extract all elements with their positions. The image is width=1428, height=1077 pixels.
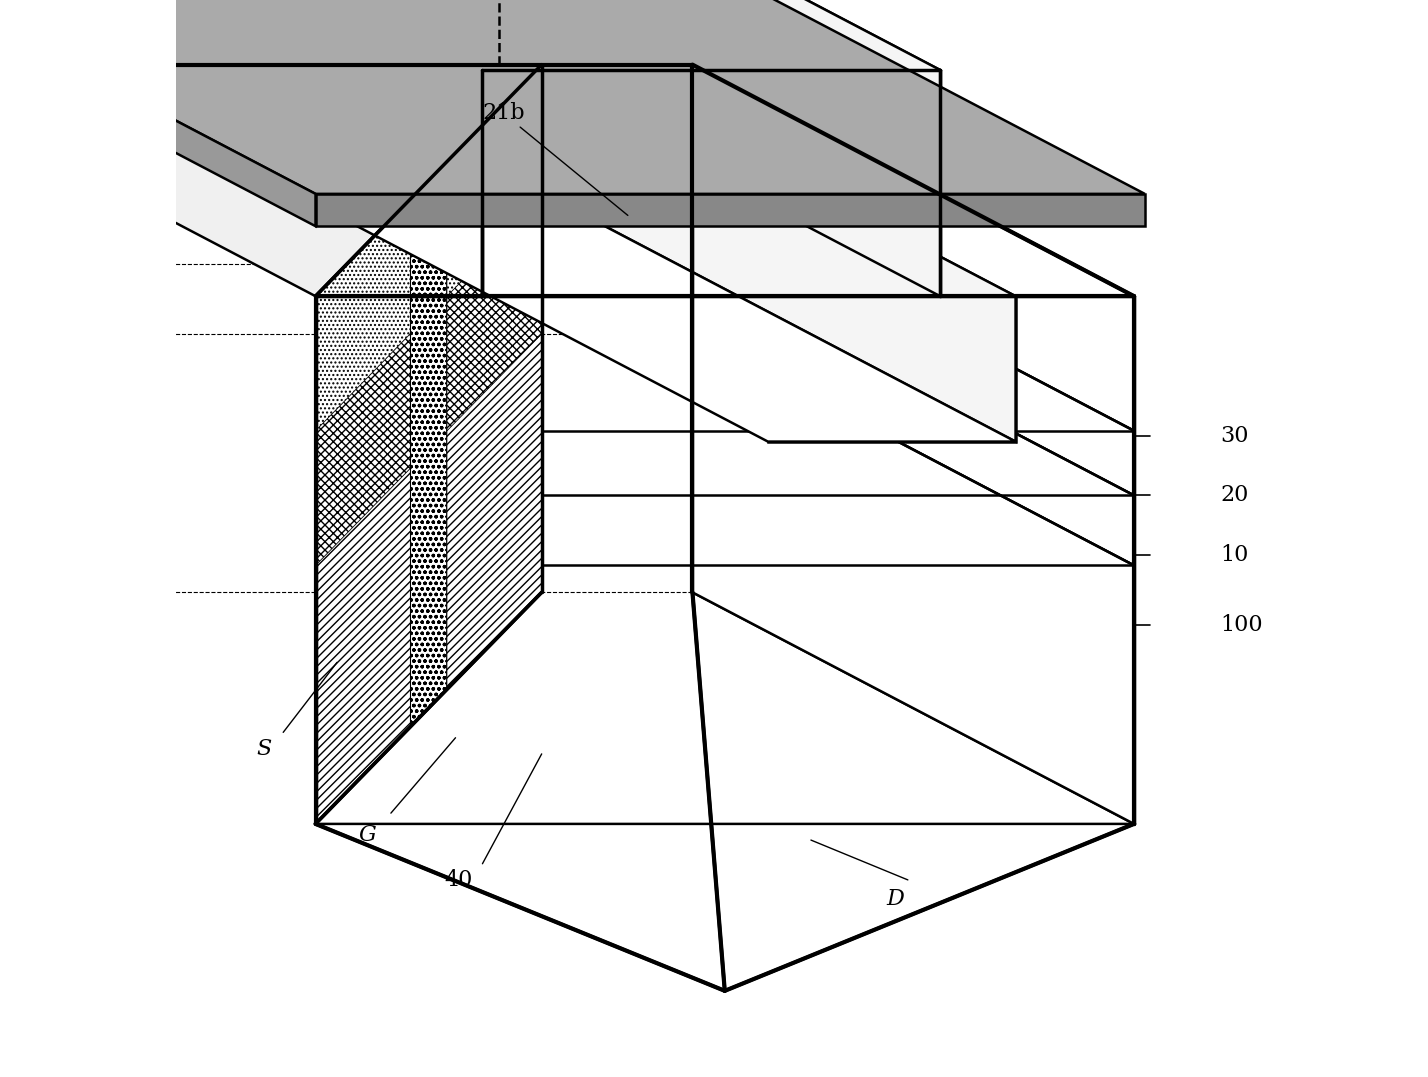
Polygon shape bbox=[693, 334, 1134, 824]
Polygon shape bbox=[316, 199, 541, 495]
Polygon shape bbox=[693, 199, 1134, 495]
Text: D: D bbox=[887, 889, 904, 910]
Polygon shape bbox=[447, 65, 541, 689]
Polygon shape bbox=[498, 0, 940, 296]
Polygon shape bbox=[447, 334, 541, 689]
Polygon shape bbox=[0, 0, 1145, 194]
Polygon shape bbox=[447, 65, 541, 296]
Polygon shape bbox=[0, 0, 316, 226]
Polygon shape bbox=[316, 65, 541, 431]
Polygon shape bbox=[41, 0, 940, 70]
Polygon shape bbox=[768, 296, 1015, 442]
Polygon shape bbox=[693, 264, 1134, 565]
Text: 40: 40 bbox=[444, 869, 473, 891]
Text: 30: 30 bbox=[1220, 425, 1248, 447]
Text: 100: 100 bbox=[1220, 614, 1262, 635]
Polygon shape bbox=[693, 65, 1134, 431]
Polygon shape bbox=[574, 65, 1015, 442]
Polygon shape bbox=[326, 65, 1015, 296]
Polygon shape bbox=[316, 199, 410, 824]
Polygon shape bbox=[316, 194, 1145, 226]
Polygon shape bbox=[316, 264, 541, 565]
Polygon shape bbox=[316, 199, 410, 431]
Polygon shape bbox=[316, 468, 410, 824]
Polygon shape bbox=[0, 65, 1134, 296]
Polygon shape bbox=[316, 824, 1134, 991]
Polygon shape bbox=[410, 162, 447, 727]
Polygon shape bbox=[693, 592, 1134, 991]
Text: S: S bbox=[256, 738, 271, 759]
Polygon shape bbox=[326, 210, 1015, 442]
Text: 21b: 21b bbox=[483, 102, 526, 124]
Text: 10: 10 bbox=[1220, 544, 1248, 565]
Text: 20: 20 bbox=[1220, 485, 1248, 506]
Polygon shape bbox=[316, 334, 541, 824]
Text: G: G bbox=[358, 824, 377, 845]
